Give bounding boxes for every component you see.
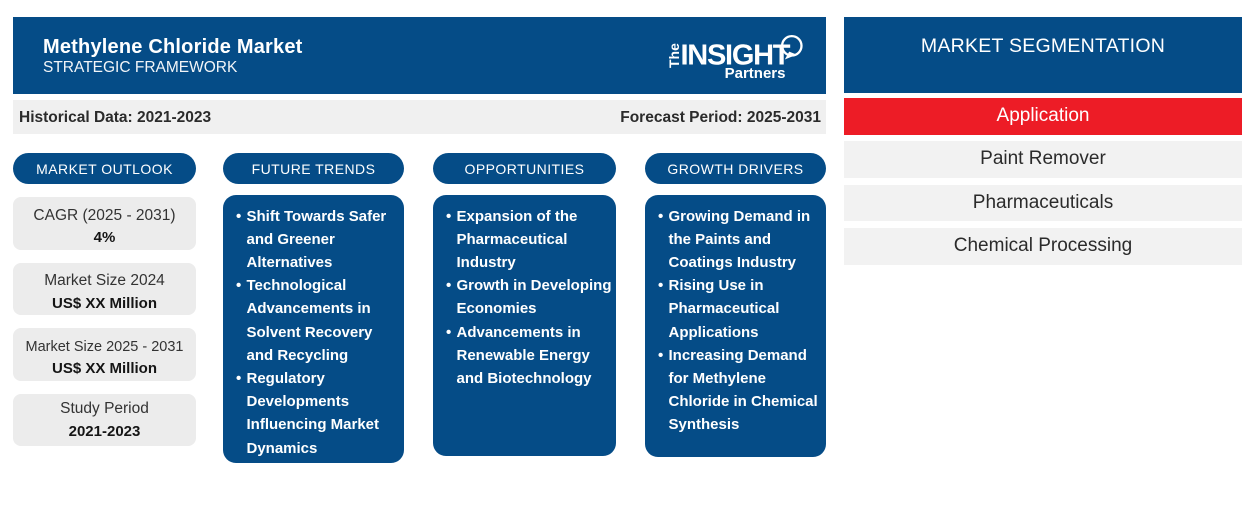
svg-text:The: The: [666, 43, 682, 68]
svg-text:Partners: Partners: [725, 65, 786, 82]
svg-text:INSIGHT: INSIGHT: [681, 40, 791, 72]
